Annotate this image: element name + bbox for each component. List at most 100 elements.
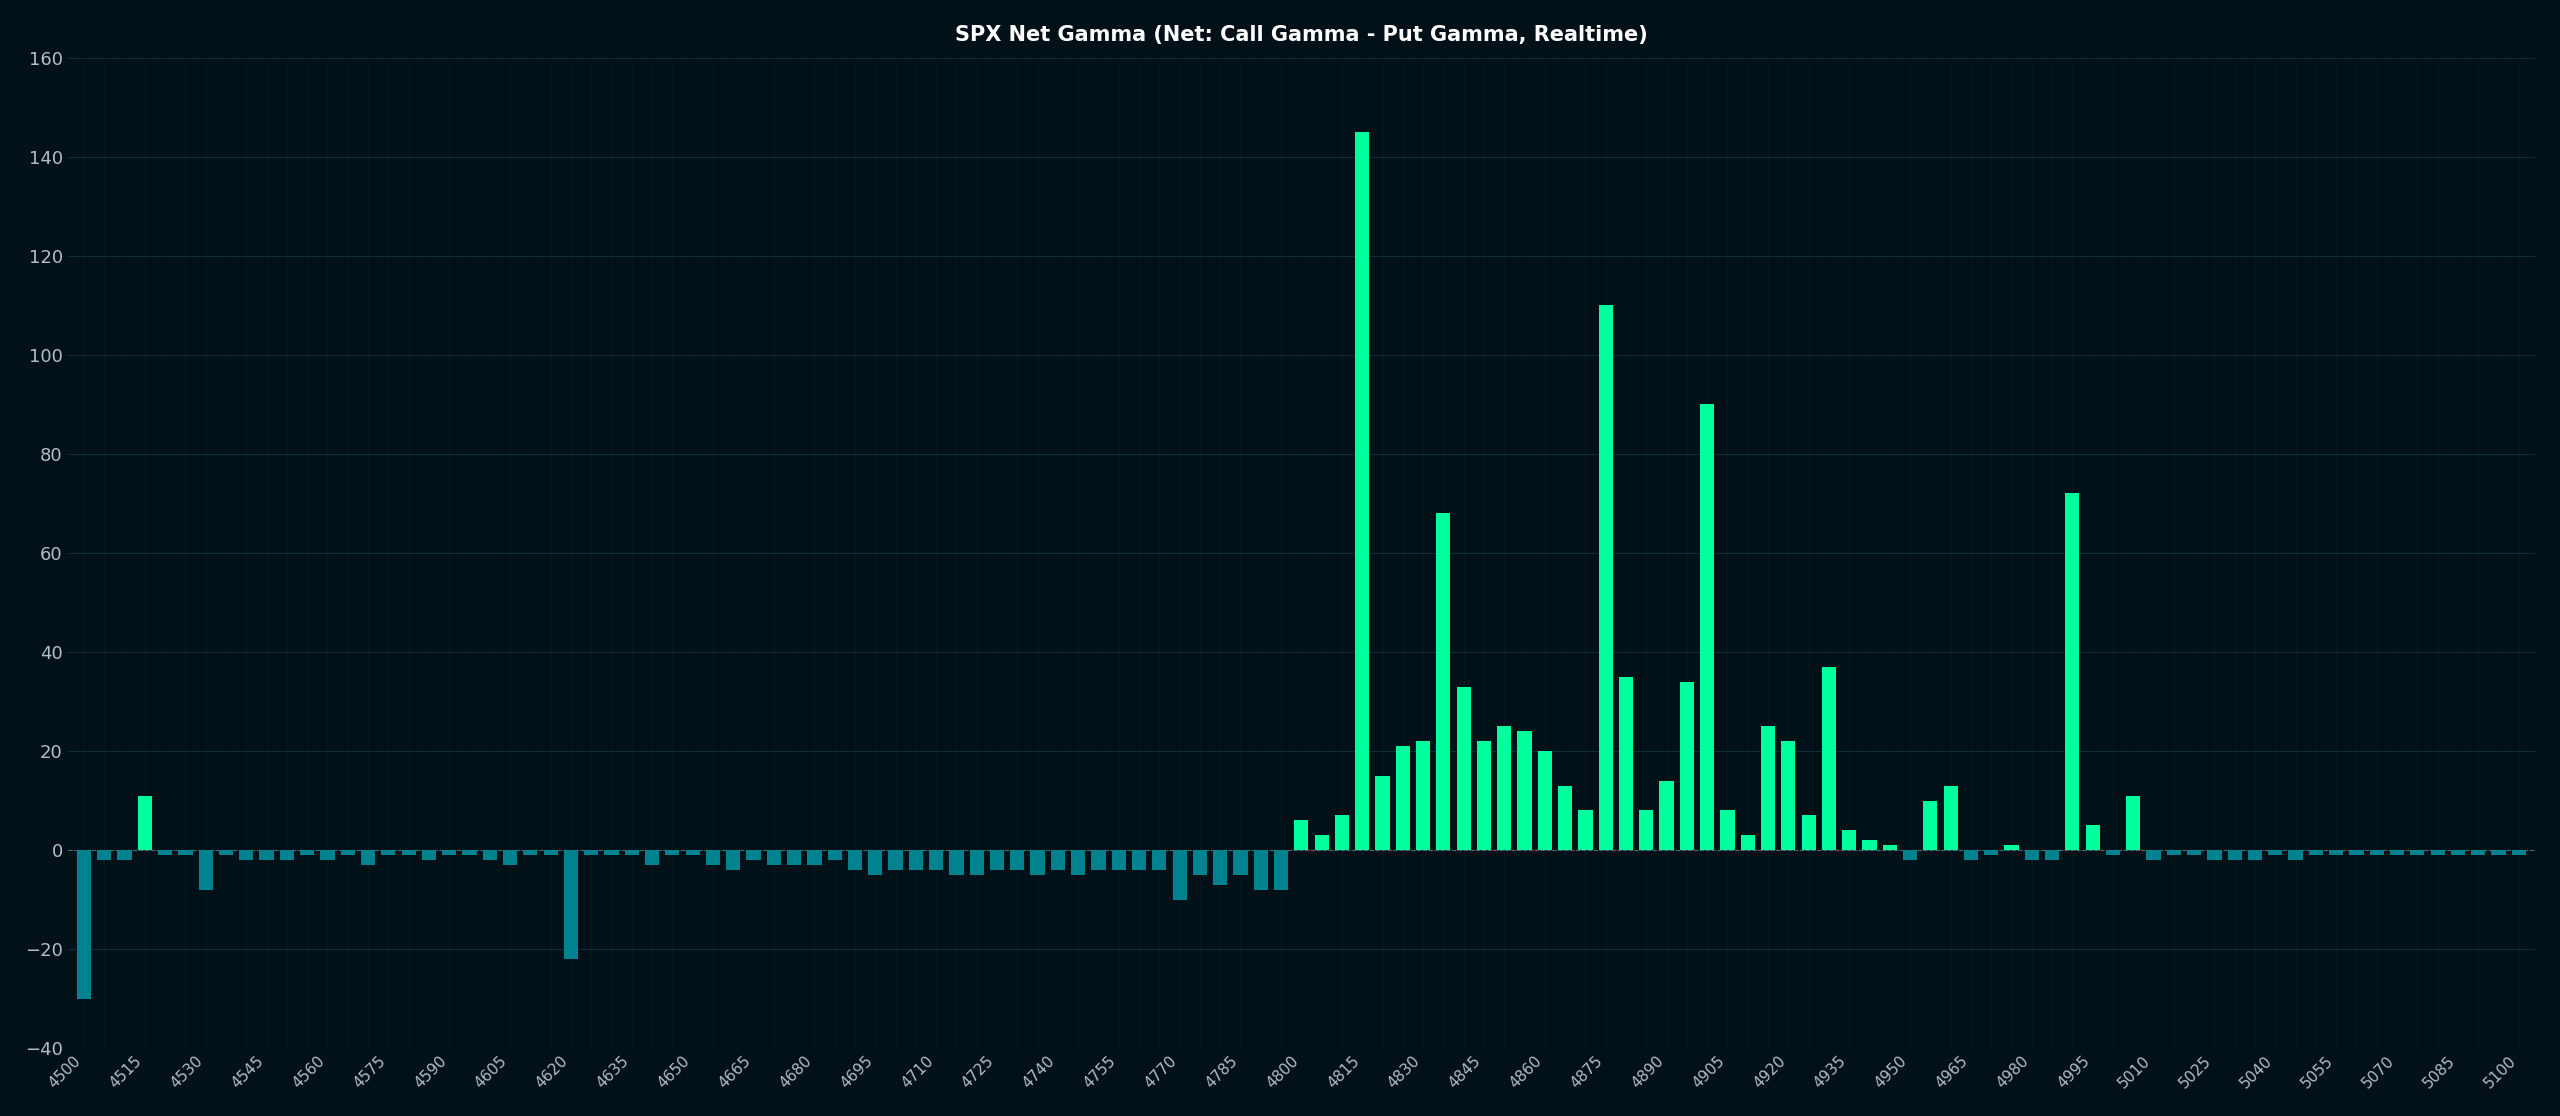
Bar — [1091, 850, 1106, 869]
Bar — [2248, 850, 2263, 860]
Bar — [2025, 850, 2038, 860]
Bar — [645, 850, 658, 865]
Bar — [220, 850, 233, 855]
Bar — [361, 850, 376, 865]
Title: SPX Net Gamma (Net: Call Gamma - Put Gamma, Realtime): SPX Net Gamma (Net: Call Gamma - Put Gam… — [955, 25, 1649, 45]
Bar — [2004, 845, 2020, 850]
Bar — [2207, 850, 2222, 860]
Bar — [1518, 731, 1531, 850]
Bar — [1984, 850, 1999, 855]
Bar — [463, 850, 476, 855]
Bar — [1354, 132, 1370, 850]
Bar — [1111, 850, 1126, 869]
Bar — [847, 850, 863, 869]
Bar — [909, 850, 924, 869]
Bar — [138, 796, 151, 850]
Bar — [2227, 850, 2243, 860]
Bar — [1313, 835, 1329, 850]
Bar — [950, 850, 963, 875]
Bar — [2086, 825, 2099, 850]
Bar — [1700, 404, 1715, 850]
Bar — [159, 850, 172, 855]
Bar — [2409, 850, 2424, 855]
Bar — [748, 850, 760, 860]
Bar — [97, 850, 110, 860]
Bar — [2470, 850, 2486, 855]
Bar — [259, 850, 274, 860]
Bar — [238, 850, 253, 860]
Bar — [1172, 850, 1188, 899]
Bar — [1802, 816, 1815, 850]
Bar — [563, 850, 579, 959]
Bar — [707, 850, 719, 865]
Bar — [604, 850, 620, 855]
Bar — [1638, 810, 1654, 850]
Bar — [1539, 751, 1551, 850]
Bar — [1964, 850, 1979, 860]
Bar — [1679, 682, 1695, 850]
Bar — [2309, 850, 2322, 855]
Bar — [584, 850, 599, 855]
Bar — [118, 850, 131, 860]
Bar — [1395, 745, 1411, 850]
Bar — [2371, 850, 2383, 855]
Bar — [1943, 786, 1958, 850]
Bar — [666, 850, 678, 855]
Bar — [422, 850, 435, 860]
Bar — [2511, 850, 2527, 855]
Bar — [970, 850, 983, 875]
Bar — [2268, 850, 2284, 855]
Bar — [1375, 776, 1390, 850]
Bar — [1477, 741, 1490, 850]
Bar — [1213, 850, 1226, 885]
Bar — [2107, 850, 2120, 855]
Bar — [1275, 850, 1288, 889]
Bar — [200, 850, 212, 889]
Bar — [1254, 850, 1267, 889]
Bar — [2350, 850, 2363, 855]
Bar — [888, 850, 904, 869]
Bar — [1902, 850, 1917, 860]
Bar — [1152, 850, 1167, 869]
Bar — [929, 850, 942, 869]
Bar — [2166, 850, 2181, 855]
Bar — [1457, 686, 1472, 850]
Bar — [279, 850, 294, 860]
Bar — [1498, 727, 1510, 850]
Bar — [868, 850, 883, 875]
Bar — [340, 850, 356, 855]
Bar — [300, 850, 315, 855]
Bar — [1011, 850, 1024, 869]
Bar — [2429, 850, 2445, 855]
Bar — [786, 850, 801, 865]
Bar — [768, 850, 781, 865]
Bar — [1070, 850, 1085, 875]
Bar — [2450, 850, 2465, 855]
Bar — [1761, 727, 1774, 850]
Bar — [1193, 850, 1206, 875]
Bar — [2145, 850, 2161, 860]
Bar — [179, 850, 192, 855]
Bar — [991, 850, 1004, 869]
Bar — [1843, 830, 1856, 850]
Bar — [522, 850, 538, 855]
Bar — [1234, 850, 1247, 875]
Bar — [1741, 835, 1754, 850]
Bar — [2491, 850, 2506, 855]
Bar — [2289, 850, 2301, 860]
Bar — [1659, 781, 1674, 850]
Bar — [1559, 786, 1572, 850]
Bar — [77, 850, 92, 999]
Bar — [1050, 850, 1065, 869]
Bar — [806, 850, 822, 865]
Bar — [1597, 306, 1613, 850]
Bar — [1436, 513, 1452, 850]
Bar — [1618, 676, 1633, 850]
Bar — [686, 850, 699, 855]
Bar — [1720, 810, 1736, 850]
Bar — [2066, 493, 2079, 850]
Bar — [1295, 820, 1308, 850]
Bar — [1032, 850, 1044, 875]
Bar — [1823, 666, 1836, 850]
Bar — [1923, 800, 1938, 850]
